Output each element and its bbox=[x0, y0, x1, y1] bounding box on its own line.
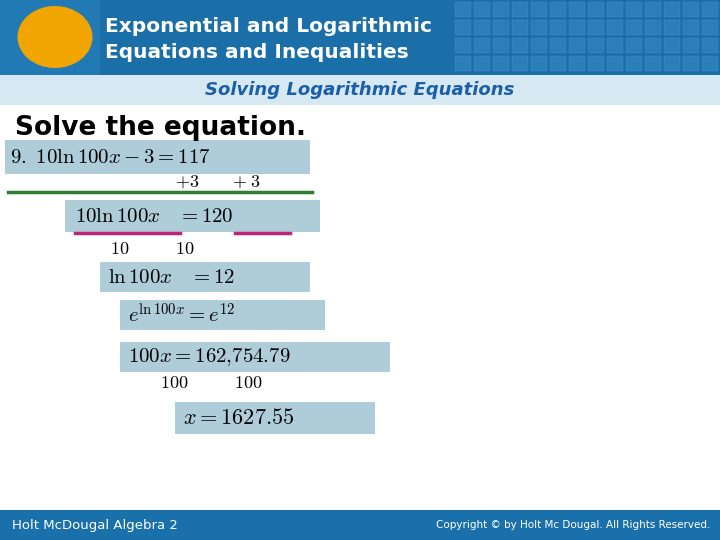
Bar bbox=[5, 140, 310, 174]
Bar bbox=[569, 20, 585, 35]
Bar bbox=[512, 56, 528, 71]
Bar bbox=[683, 2, 699, 17]
Text: Exponential and Logarithmic: Exponential and Logarithmic bbox=[105, 17, 432, 37]
Bar bbox=[626, 2, 642, 17]
Bar bbox=[702, 20, 718, 35]
Bar bbox=[550, 38, 566, 53]
Text: $100 \qquad\quad 100$: $100 \qquad\quad 100$ bbox=[160, 374, 263, 392]
Bar bbox=[645, 2, 661, 17]
Bar bbox=[626, 38, 642, 53]
Bar bbox=[512, 20, 528, 35]
Bar bbox=[664, 2, 680, 17]
Bar bbox=[493, 38, 509, 53]
Bar bbox=[645, 20, 661, 35]
Bar bbox=[0, 105, 720, 510]
Bar bbox=[664, 20, 680, 35]
Ellipse shape bbox=[17, 6, 92, 68]
Bar bbox=[645, 56, 661, 71]
Bar bbox=[531, 2, 547, 17]
Bar bbox=[607, 20, 623, 35]
Bar bbox=[664, 56, 680, 71]
Bar bbox=[626, 20, 642, 35]
Bar bbox=[175, 402, 375, 434]
Bar bbox=[0, 0, 100, 75]
Text: $\ln 100x \quad =12$: $\ln 100x \quad =12$ bbox=[108, 267, 235, 287]
Bar bbox=[474, 56, 490, 71]
Text: Equations and Inequalities: Equations and Inequalities bbox=[105, 43, 409, 62]
Text: $10\ln 100x \quad =120$: $10\ln 100x \quad =120$ bbox=[75, 206, 233, 226]
Bar bbox=[493, 2, 509, 17]
Text: $x=1627.55$: $x=1627.55$ bbox=[183, 408, 294, 428]
Bar bbox=[569, 56, 585, 71]
Bar bbox=[550, 20, 566, 35]
Bar bbox=[474, 38, 490, 53]
Bar bbox=[455, 56, 471, 71]
Bar bbox=[664, 38, 680, 53]
Bar bbox=[65, 200, 320, 232]
Bar bbox=[0, 0, 720, 75]
Bar bbox=[493, 20, 509, 35]
Text: Solving Logarithmic Equations: Solving Logarithmic Equations bbox=[205, 81, 515, 99]
Text: $9.\ 10\ln 100x-3=117$: $9.\ 10\ln 100x-3=117$ bbox=[10, 147, 211, 167]
Text: Copyright © by Holt Mc Dougal. All Rights Reserved.: Copyright © by Holt Mc Dougal. All Right… bbox=[436, 520, 710, 530]
Bar bbox=[550, 56, 566, 71]
Text: $+3 \qquad +3$: $+3 \qquad +3$ bbox=[175, 173, 261, 191]
Bar bbox=[683, 56, 699, 71]
Text: Solve the equation.: Solve the equation. bbox=[15, 115, 306, 141]
Text: Holt McDougal Algebra 2: Holt McDougal Algebra 2 bbox=[12, 518, 178, 531]
Bar bbox=[531, 20, 547, 35]
Bar bbox=[702, 56, 718, 71]
Bar bbox=[683, 38, 699, 53]
Bar bbox=[455, 2, 471, 17]
Bar bbox=[474, 2, 490, 17]
Bar bbox=[474, 20, 490, 35]
Text: $100x =162{,}754.79$: $100x =162{,}754.79$ bbox=[128, 346, 291, 368]
Bar bbox=[550, 2, 566, 17]
Bar bbox=[512, 38, 528, 53]
Bar bbox=[588, 38, 604, 53]
Bar bbox=[0, 510, 720, 540]
Bar bbox=[588, 2, 604, 17]
Bar bbox=[493, 56, 509, 71]
Bar bbox=[607, 38, 623, 53]
Bar bbox=[702, 38, 718, 53]
Bar bbox=[569, 2, 585, 17]
Bar bbox=[683, 20, 699, 35]
Bar bbox=[588, 56, 604, 71]
Bar bbox=[0, 75, 720, 105]
Bar bbox=[569, 38, 585, 53]
Bar bbox=[455, 20, 471, 35]
Bar bbox=[588, 20, 604, 35]
Bar bbox=[531, 56, 547, 71]
Bar bbox=[531, 38, 547, 53]
Text: $10 \qquad\quad 10$: $10 \qquad\quad 10$ bbox=[110, 240, 195, 258]
Bar bbox=[120, 342, 390, 372]
Bar bbox=[607, 2, 623, 17]
Bar bbox=[607, 56, 623, 71]
Bar bbox=[645, 38, 661, 53]
Bar bbox=[100, 262, 310, 292]
Bar bbox=[702, 2, 718, 17]
Bar bbox=[120, 300, 325, 330]
Text: $e^{\ln 100x}=e^{12}$: $e^{\ln 100x}=e^{12}$ bbox=[128, 303, 235, 327]
Bar bbox=[512, 2, 528, 17]
Bar bbox=[455, 38, 471, 53]
Bar bbox=[626, 56, 642, 71]
